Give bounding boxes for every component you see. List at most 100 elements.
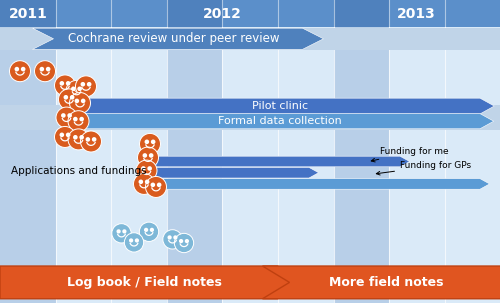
Polygon shape: [0, 266, 304, 299]
Bar: [444, 27, 500, 303]
Bar: [0, 27, 56, 303]
Polygon shape: [154, 167, 318, 178]
Text: Cochrane review under peer review: Cochrane review under peer review: [68, 32, 280, 45]
Ellipse shape: [68, 113, 72, 118]
Ellipse shape: [21, 67, 25, 72]
Ellipse shape: [92, 137, 96, 142]
Ellipse shape: [112, 224, 131, 243]
Ellipse shape: [150, 228, 154, 232]
Bar: [111, 27, 166, 303]
Ellipse shape: [136, 160, 157, 181]
Text: Applications and fundings: Applications and fundings: [11, 166, 146, 176]
Ellipse shape: [68, 129, 89, 150]
Bar: [278, 0, 334, 27]
Ellipse shape: [141, 166, 146, 171]
Ellipse shape: [142, 153, 147, 158]
Ellipse shape: [66, 81, 70, 86]
Ellipse shape: [61, 113, 66, 118]
Ellipse shape: [129, 238, 133, 243]
Ellipse shape: [140, 222, 158, 241]
Text: Funding for me: Funding for me: [372, 147, 448, 162]
Ellipse shape: [163, 230, 182, 249]
Ellipse shape: [34, 61, 56, 82]
Ellipse shape: [73, 135, 78, 140]
Ellipse shape: [146, 176, 167, 198]
Ellipse shape: [80, 135, 84, 140]
Bar: [111, 0, 166, 27]
Bar: [56, 0, 111, 27]
Bar: [0, 105, 500, 130]
Polygon shape: [71, 114, 494, 129]
Bar: [166, 27, 222, 303]
Bar: [389, 0, 444, 27]
Ellipse shape: [140, 133, 160, 155]
Polygon shape: [71, 98, 494, 114]
Ellipse shape: [40, 67, 44, 72]
Ellipse shape: [10, 61, 30, 82]
Ellipse shape: [185, 239, 189, 243]
Ellipse shape: [80, 131, 102, 152]
Ellipse shape: [60, 81, 64, 86]
Ellipse shape: [66, 80, 87, 102]
Ellipse shape: [149, 153, 154, 158]
Ellipse shape: [144, 228, 148, 232]
Text: Formal data collection: Formal data collection: [218, 116, 342, 126]
Text: Log book / Field notes: Log book / Field notes: [66, 276, 222, 289]
Polygon shape: [262, 266, 500, 299]
Ellipse shape: [56, 107, 77, 128]
Polygon shape: [32, 28, 324, 49]
Ellipse shape: [87, 82, 92, 87]
Ellipse shape: [134, 173, 154, 195]
Bar: [389, 27, 444, 303]
Text: Pilot clinic: Pilot clinic: [252, 101, 308, 111]
Text: 2011: 2011: [8, 7, 48, 21]
Ellipse shape: [122, 229, 126, 234]
Ellipse shape: [80, 117, 84, 122]
Ellipse shape: [68, 111, 89, 132]
Ellipse shape: [116, 229, 120, 234]
Bar: [0, 0, 56, 27]
Bar: [0, 28, 500, 50]
Text: 2012: 2012: [202, 7, 241, 21]
Ellipse shape: [54, 75, 76, 96]
Ellipse shape: [157, 182, 162, 187]
Ellipse shape: [174, 233, 194, 253]
Ellipse shape: [150, 182, 155, 187]
Ellipse shape: [70, 92, 90, 114]
Ellipse shape: [76, 76, 96, 97]
Bar: [222, 0, 278, 27]
Ellipse shape: [138, 147, 158, 168]
Ellipse shape: [144, 139, 149, 144]
Ellipse shape: [81, 98, 86, 103]
Ellipse shape: [135, 238, 139, 243]
Ellipse shape: [54, 126, 76, 148]
Polygon shape: [154, 178, 490, 189]
Ellipse shape: [74, 98, 79, 103]
Ellipse shape: [71, 86, 76, 91]
Bar: [334, 27, 389, 303]
Ellipse shape: [73, 117, 78, 122]
Bar: [444, 0, 500, 27]
Ellipse shape: [148, 166, 152, 171]
Bar: [222, 27, 278, 303]
Ellipse shape: [138, 179, 143, 184]
Bar: [278, 27, 334, 303]
Ellipse shape: [66, 132, 70, 137]
Ellipse shape: [14, 67, 19, 72]
Polygon shape: [154, 156, 409, 167]
Ellipse shape: [151, 139, 156, 144]
Text: More field notes: More field notes: [330, 276, 444, 289]
Ellipse shape: [86, 137, 90, 142]
Ellipse shape: [174, 235, 178, 240]
Ellipse shape: [58, 89, 80, 110]
Bar: [166, 0, 222, 27]
Ellipse shape: [60, 132, 64, 137]
Ellipse shape: [78, 86, 82, 91]
Ellipse shape: [124, 233, 144, 252]
Ellipse shape: [70, 95, 74, 100]
Ellipse shape: [80, 82, 85, 87]
Bar: [56, 27, 111, 303]
Text: 2013: 2013: [397, 7, 436, 21]
Text: Funding for GPs: Funding for GPs: [376, 161, 471, 175]
Ellipse shape: [145, 179, 150, 184]
